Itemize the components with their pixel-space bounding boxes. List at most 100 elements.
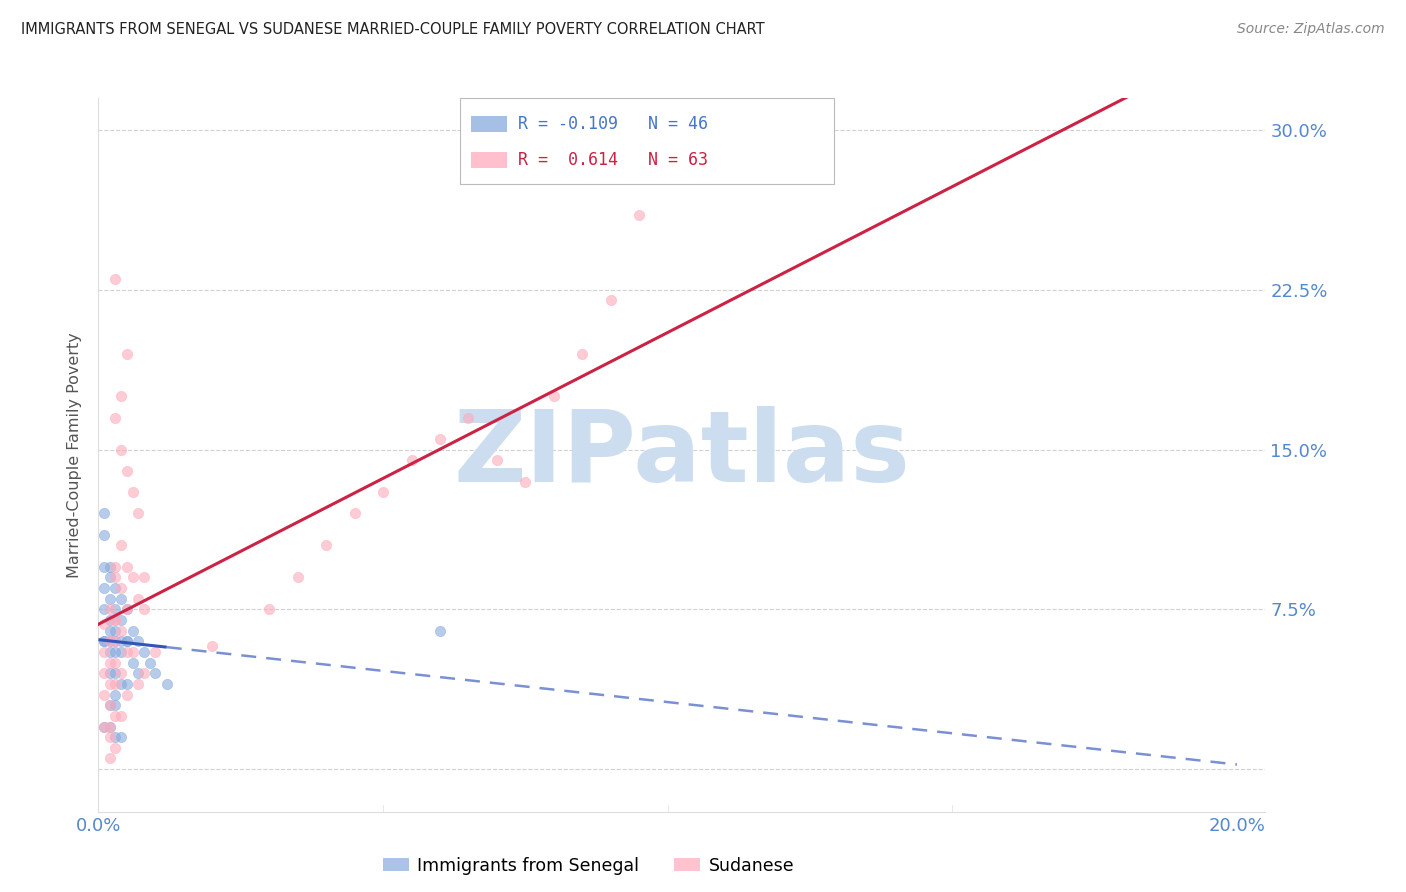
Point [93, 559, 115, 574]
Point [98, 677, 121, 691]
Point [98, 719, 121, 733]
Point [143, 666, 166, 681]
Point [110, 581, 132, 595]
Point [110, 666, 132, 681]
Point [93, 507, 115, 521]
Point [121, 624, 143, 638]
Point [110, 634, 132, 648]
Point [121, 570, 143, 584]
Point [93, 645, 115, 659]
Point [98, 634, 121, 648]
Point [104, 656, 127, 670]
Text: R = -0.109   N = 46: R = -0.109 N = 46 [517, 115, 707, 133]
Point [115, 677, 138, 691]
Point [121, 485, 143, 500]
Point [143, 645, 166, 659]
Point [156, 677, 179, 691]
Point [104, 559, 127, 574]
Point [657, 166, 679, 180]
Point [132, 602, 155, 616]
Point [104, 581, 127, 595]
Point [93, 528, 115, 542]
Point [104, 645, 127, 659]
Point [93, 617, 115, 632]
Point [98, 645, 121, 659]
Point [599, 293, 621, 308]
Point [115, 634, 138, 648]
Point [371, 485, 394, 500]
Point [98, 656, 121, 670]
Point [110, 389, 132, 403]
Point [110, 591, 132, 606]
Point [104, 272, 127, 286]
Point [104, 613, 127, 627]
Point [115, 347, 138, 361]
Point [110, 730, 132, 744]
Point [104, 602, 127, 616]
Text: Source: ZipAtlas.com: Source: ZipAtlas.com [1237, 22, 1385, 37]
Point [104, 709, 127, 723]
Point [93, 719, 115, 733]
Point [132, 645, 155, 659]
Point [98, 591, 121, 606]
Point [104, 698, 127, 713]
Legend: Immigrants from Senegal, Sudanese: Immigrants from Senegal, Sudanese [375, 850, 801, 881]
Point [98, 602, 121, 616]
Point [257, 602, 280, 616]
Point [201, 639, 224, 653]
Point [98, 613, 121, 627]
Text: IMMIGRANTS FROM SENEGAL VS SUDANESE MARRIED-COUPLE FAMILY POVERTY CORRELATION CH: IMMIGRANTS FROM SENEGAL VS SUDANESE MARR… [21, 22, 765, 37]
Point [110, 613, 132, 627]
Text: ZIPatlas: ZIPatlas [454, 407, 910, 503]
Point [93, 688, 115, 702]
Point [429, 624, 451, 638]
Point [98, 698, 121, 713]
Point [127, 634, 149, 648]
Point [93, 719, 115, 733]
Point [401, 453, 423, 467]
Point [98, 719, 121, 733]
Point [93, 634, 115, 648]
Point [115, 602, 138, 616]
Point [104, 624, 127, 638]
Point [104, 613, 127, 627]
Point [115, 645, 138, 659]
Point [115, 688, 138, 702]
Point [110, 709, 132, 723]
Point [110, 677, 132, 691]
Point [115, 634, 138, 648]
Point [127, 507, 149, 521]
Point [121, 656, 143, 670]
Point [104, 570, 127, 584]
Point [457, 410, 479, 425]
Point [287, 570, 309, 584]
Point [104, 740, 127, 755]
Point [110, 624, 132, 638]
Point [127, 677, 149, 691]
Point [98, 666, 121, 681]
Point [127, 591, 149, 606]
Point [104, 677, 127, 691]
Point [98, 624, 121, 638]
Point [132, 666, 155, 681]
Point [127, 666, 149, 681]
Point [343, 507, 366, 521]
Point [93, 634, 115, 648]
Point [98, 559, 121, 574]
Point [104, 666, 127, 681]
Point [315, 538, 337, 552]
Text: R =  0.614   N = 63: R = 0.614 N = 63 [517, 152, 707, 169]
Point [110, 442, 132, 457]
Point [132, 570, 155, 584]
Point [429, 432, 451, 446]
Point [98, 730, 121, 744]
Y-axis label: Married-Couple Family Poverty: Married-Couple Family Poverty [67, 332, 83, 578]
Point [515, 475, 537, 489]
Point [104, 634, 127, 648]
Point [115, 559, 138, 574]
Point [93, 666, 115, 681]
Point [98, 751, 121, 765]
Point [93, 602, 115, 616]
Point [98, 698, 121, 713]
Point [110, 645, 132, 659]
